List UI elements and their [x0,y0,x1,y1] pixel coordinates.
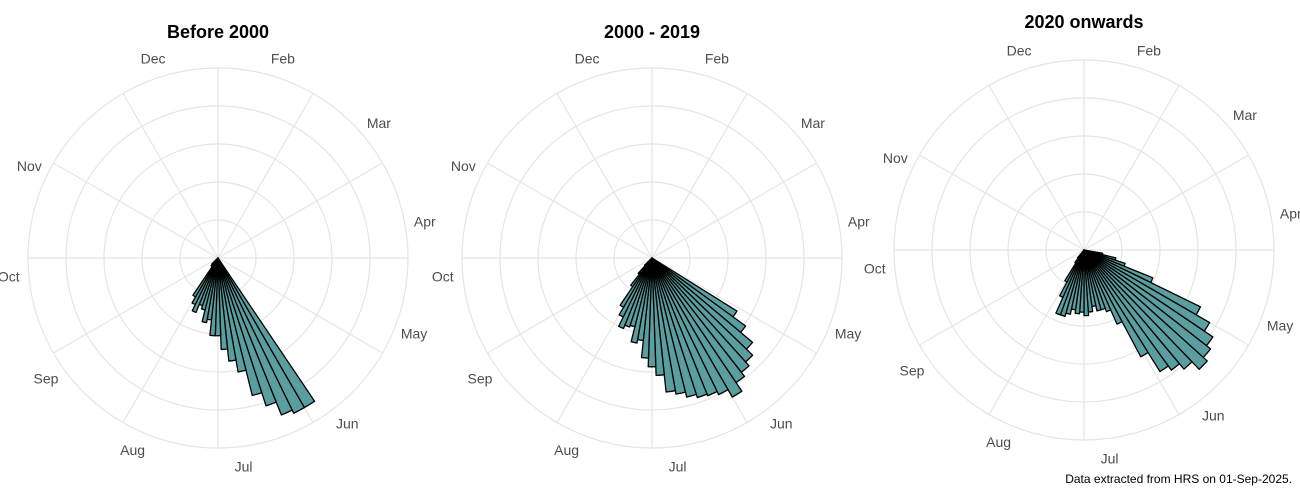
month-label-aug: Aug [554,442,579,458]
polar-bar [651,257,729,396]
polar-bar [1083,249,1208,370]
month-label-may: May [1267,317,1293,333]
polar-bar [1083,249,1112,313]
month-label-jun: Jun [336,416,359,432]
polar-bar [1083,249,1193,370]
month-label-dec: Dec [1007,42,1032,58]
month-label-oct: Oct [864,260,886,276]
month-label-may: May [401,325,427,341]
month-label-sep: Sep [468,371,493,387]
grid-spoke [53,257,219,354]
month-label-dec: Dec [141,50,166,66]
polar-grid [461,67,843,449]
month-label-sep: Sep [34,371,59,387]
polar-chart-2000-2019: 2000 - 2019 Dec Feb Mar Apr May Jun Jul Aug Sep O… [432,22,870,474]
polar-bar [1083,249,1169,373]
month-label-may: May [835,325,861,341]
month-labels: Dec Feb Mar Apr May Jun Jul Aug Sep Oct Nov [864,42,1300,466]
month-label-jul: Jul [669,458,687,474]
chart-title: Before 2000 [167,22,269,42]
polar-bar [1083,249,1181,371]
month-label-mar: Mar [367,115,391,131]
month-labels: Dec Feb Mar Apr May Jun Jul Aug Sep Oct Nov [0,50,436,474]
month-labels: Dec Feb Mar Apr May Jun Jul Aug Sep Oct Nov [432,50,870,474]
grid-spoke [122,93,219,259]
grid-spoke [487,257,653,354]
polar-bar [217,257,247,373]
polar-chart-before-2000: Before 2000 Dec Feb Mar Apr May Jun Jul Aug Sep O… [0,22,436,474]
grid-spoke [53,162,219,259]
polar-bar [217,257,263,397]
grid-spoke [988,85,1085,251]
polar-bar [651,257,743,398]
month-label-mar: Mar [1233,107,1257,123]
polar-bars [618,257,754,399]
month-label-aug: Aug [986,434,1011,450]
polar-bar [651,257,665,377]
month-label-apr: Apr [1280,206,1300,222]
month-label-nov: Nov [451,158,476,174]
month-label-feb: Feb [271,50,295,66]
polar-bar [211,257,219,266]
month-label-sep: Sep [900,363,925,379]
month-label-nov: Nov [17,158,42,174]
polar-bar [643,257,653,267]
polar-bar [651,257,687,395]
grid-spoke [556,93,653,259]
grid-spoke [1083,85,1180,251]
month-label-nov: Nov [883,150,908,166]
data-source-note: Data extracted from HRS on 01-Sep-2025. [1065,472,1292,486]
month-label-jun: Jun [770,416,793,432]
polar-bar [647,257,657,368]
grid-spoke [651,257,817,354]
polar-bar [1083,249,1090,317]
polar-bar [192,257,219,298]
grid-spoke [651,93,748,259]
month-label-jul: Jul [1101,450,1119,466]
grid-spoke [651,162,817,259]
month-label-feb: Feb [1137,42,1161,58]
polar-bar [217,257,237,362]
polar-bar [1083,249,1149,358]
grid-spoke [217,257,383,354]
grid-spoke [1083,154,1249,251]
month-label-jun: Jun [1202,408,1225,424]
grid-spoke [487,162,653,259]
grid-spoke [919,249,1085,346]
month-label-dec: Dec [575,50,600,66]
polar-bar [217,257,306,414]
polar-bar [217,257,277,407]
polar-bar [651,257,677,393]
month-label-apr: Apr [848,214,870,230]
polar-bar [217,257,293,416]
month-label-feb: Feb [705,50,729,66]
polar-bar [1076,249,1085,260]
grid-spoke [217,93,314,259]
chart-title: 2000 - 2019 [604,22,700,42]
month-label-aug: Aug [120,442,145,458]
grid-spoke [919,154,1085,251]
polar-bars [191,257,316,416]
month-label-oct: Oct [432,268,454,284]
month-label-oct: Oct [0,268,20,284]
month-label-apr: Apr [414,214,436,230]
polar-bars [1055,249,1214,373]
polar-bar [651,257,708,399]
polar-bar [651,257,697,398]
polar-chart-2020-onwards: 2020 onwards Dec Feb Mar Apr May Jun Jul Aug Sep… [864,12,1300,466]
month-label-mar: Mar [801,115,825,131]
polar-bar [1083,249,1123,325]
month-label-jul: Jul [235,458,253,474]
chart-title: 2020 onwards [1024,12,1143,32]
polar-bar [1083,249,1102,312]
grid-spoke [217,162,383,259]
polar-bar [651,257,718,397]
